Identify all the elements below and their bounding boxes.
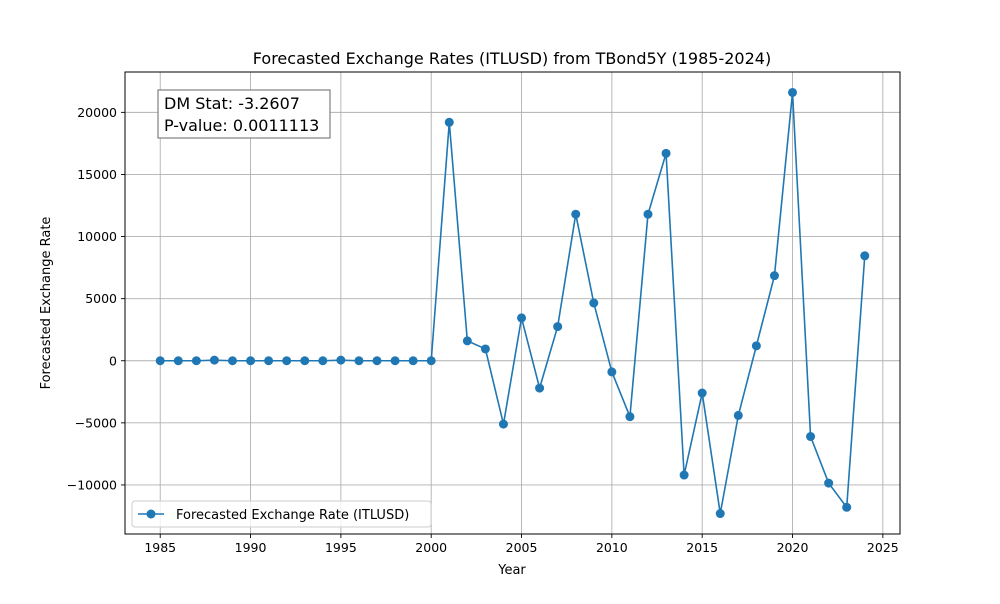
data-point <box>751 341 761 351</box>
data-point <box>372 356 382 366</box>
data-point <box>679 470 689 480</box>
data-point <box>191 356 201 366</box>
y-tick-label: 20000 <box>77 105 117 120</box>
data-point <box>842 502 852 512</box>
data-point <box>246 356 256 366</box>
data-point <box>354 356 364 366</box>
tick-layer: 1985 1990 1995 2000 2005 2010 2015 2020 2025 −100… <box>67 105 899 555</box>
x-tick-label: 2025 <box>867 540 899 555</box>
data-point <box>300 356 310 366</box>
data-point <box>625 412 635 422</box>
data-point <box>715 509 725 519</box>
dm-stat-text: DM Stat: -3.2607 <box>164 94 300 113</box>
data-point <box>733 410 743 420</box>
x-tick-label: 2000 <box>415 540 447 555</box>
legend-box <box>131 500 432 528</box>
dm-stat-annotation: DM Stat: -3.2607 P-value: 0.0011113 <box>157 89 331 139</box>
data-point <box>336 355 346 365</box>
data-point <box>282 356 292 366</box>
x-tick-label: 2005 <box>506 540 538 555</box>
x-axis-label: Year <box>497 563 526 578</box>
axes-frame <box>124 71 901 535</box>
y-tick-label: 5000 <box>85 291 117 306</box>
data-point <box>769 271 779 281</box>
y-tick-label: 15000 <box>77 167 117 182</box>
data-point <box>480 344 490 354</box>
data-point <box>426 356 436 366</box>
legend: Forecasted Exchange Rate (ITLUSD) <box>131 500 432 528</box>
chart-title: Forecasted Exchange Rates (ITLUSD) from … <box>253 49 771 68</box>
grid-layer <box>125 72 900 534</box>
data-point <box>408 356 418 366</box>
data-point <box>155 356 165 366</box>
data-point <box>589 298 599 308</box>
data-point <box>390 356 400 366</box>
data-point <box>444 117 454 127</box>
data-point <box>806 432 816 442</box>
data-point <box>661 148 671 158</box>
p-value-text: P-value: 0.0011113 <box>164 116 319 135</box>
annotation-box <box>157 89 331 139</box>
series-line <box>160 92 866 514</box>
y-tick-label: −5000 <box>75 415 117 430</box>
data-point <box>209 355 219 365</box>
data-point <box>264 356 274 366</box>
data-point <box>517 313 527 323</box>
y-tick-label: 0 <box>109 353 117 368</box>
x-tick-label: 2020 <box>777 540 809 555</box>
x-tick-label: 2015 <box>686 540 718 555</box>
x-tick-label: 2010 <box>596 540 628 555</box>
data-point <box>697 388 707 398</box>
data-point <box>498 419 508 429</box>
data-point <box>824 478 834 488</box>
y-tick-label: −10000 <box>67 477 117 492</box>
x-tick-label: 1985 <box>144 540 176 555</box>
x-tick-label: 1990 <box>235 540 267 555</box>
legend-label: Forecasted Exchange Rate (ITLUSD) <box>176 508 409 523</box>
x-tick-label: 1995 <box>325 540 357 555</box>
data-point <box>860 251 870 261</box>
legend-marker-sample <box>146 509 156 519</box>
data-point <box>173 356 183 366</box>
data-point <box>318 356 328 366</box>
data-point <box>535 383 545 393</box>
data-point <box>227 356 237 366</box>
data-point <box>571 209 581 219</box>
data-point <box>462 336 472 346</box>
y-axis-label: Forecasted Exchange Rate <box>39 217 54 390</box>
data-point <box>553 322 563 332</box>
data-point <box>643 209 653 219</box>
series-layer <box>155 87 870 519</box>
data-point <box>788 87 798 97</box>
data-point <box>607 367 617 377</box>
y-tick-label: 10000 <box>77 229 117 244</box>
